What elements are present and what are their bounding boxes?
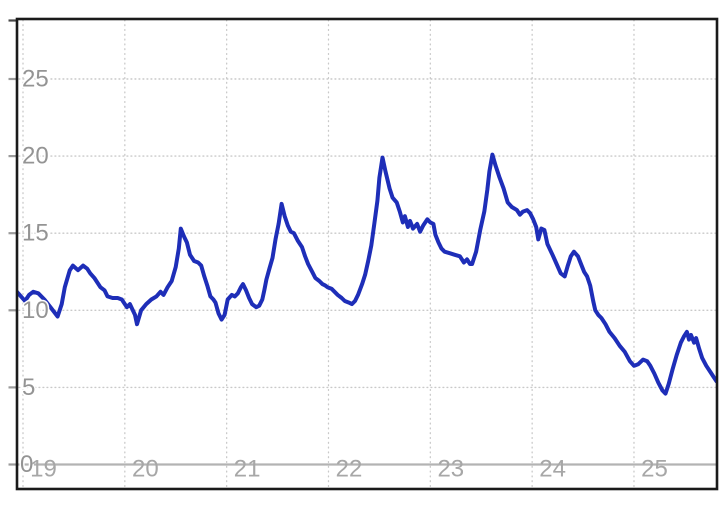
- y-axis-tick-label: 25: [22, 66, 49, 93]
- x-axis-tick-label: 20: [132, 456, 159, 483]
- x-axis-tick-label: 21: [234, 456, 261, 483]
- y-axis-tick-label: 20: [22, 143, 49, 170]
- x-axis-tick-label: 24: [539, 456, 566, 483]
- x-axis-tick-label: 25: [641, 456, 668, 483]
- y-axis-tick-label: 0: [20, 451, 33, 478]
- x-axis-tick-label: 22: [336, 456, 363, 483]
- y-axis-tick-label: 10: [22, 297, 49, 324]
- y-axis-tick-label: 5: [22, 374, 35, 401]
- chart-frame: [15, 17, 719, 491]
- x-axis-tick-label: 23: [437, 456, 464, 483]
- x-axis-tick-label: 19: [30, 456, 57, 483]
- y-axis-tick-label: 15: [22, 220, 49, 247]
- data-line: [18, 152, 716, 396]
